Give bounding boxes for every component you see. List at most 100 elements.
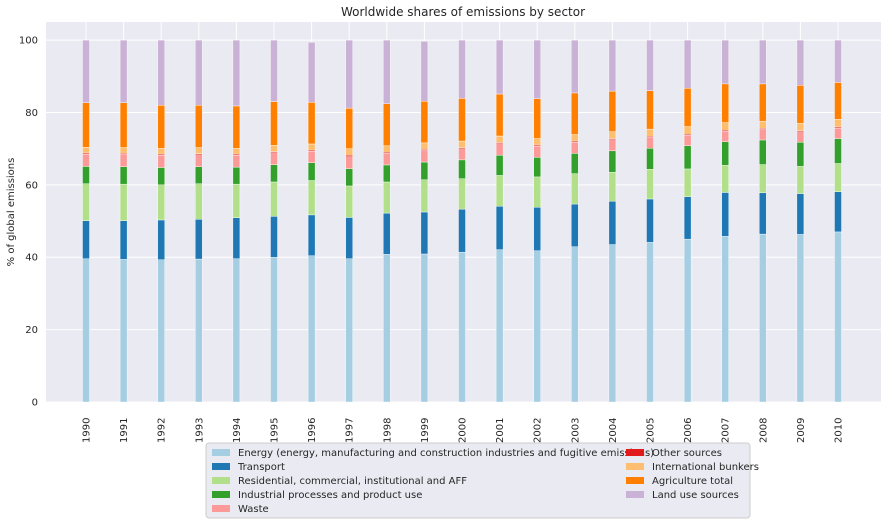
bar-segment bbox=[495, 154, 504, 176]
bar-segment bbox=[834, 191, 842, 233]
bar-segment bbox=[683, 238, 692, 403]
bar-segment bbox=[157, 148, 165, 155]
x-tick-label: 1999 bbox=[420, 418, 431, 443]
bar-segment bbox=[420, 101, 429, 144]
bar-segment bbox=[119, 154, 128, 167]
bar-segment bbox=[646, 39, 654, 91]
y-tick-label: 20 bbox=[25, 325, 38, 336]
legend-swatch bbox=[212, 477, 230, 484]
bar-segment bbox=[157, 167, 165, 186]
bar-segment bbox=[270, 181, 278, 217]
bar-segment bbox=[834, 119, 842, 128]
bar-segment bbox=[646, 148, 654, 170]
legend-label: Land use sources bbox=[652, 490, 739, 501]
bar-segment bbox=[683, 126, 692, 135]
bar-segment bbox=[157, 154, 165, 168]
x-tick-label: 2004 bbox=[608, 418, 619, 443]
bar-segment bbox=[495, 135, 504, 143]
bar-segment bbox=[232, 166, 241, 185]
bar-segment bbox=[533, 138, 541, 146]
bar-segment bbox=[759, 39, 767, 85]
bar-segment bbox=[420, 142, 429, 150]
bar-segment bbox=[458, 39, 466, 99]
bar-segment bbox=[345, 107, 353, 149]
bar-segment bbox=[721, 236, 729, 403]
bar-segment bbox=[721, 122, 729, 131]
bar-segment bbox=[270, 152, 278, 165]
bar-segment bbox=[157, 219, 165, 260]
legend-label: Agriculture total bbox=[652, 476, 733, 487]
bar-segment bbox=[608, 131, 617, 139]
bar-segment bbox=[383, 103, 391, 146]
bar-segment bbox=[796, 39, 805, 86]
bar-segment bbox=[533, 250, 541, 403]
bar-segment bbox=[721, 165, 729, 193]
bar-segment bbox=[119, 183, 128, 221]
legend-swatch bbox=[212, 491, 230, 498]
bar-segment bbox=[420, 161, 429, 180]
legend-label: Energy (energy, manufacturing and constr… bbox=[238, 448, 654, 459]
bar-segment bbox=[458, 178, 466, 210]
bar-segment bbox=[195, 166, 203, 184]
bar-segment bbox=[307, 143, 316, 151]
bar-segment bbox=[646, 198, 654, 243]
bar-segment bbox=[307, 255, 316, 403]
bar-segment bbox=[533, 207, 541, 251]
bar-segment bbox=[721, 131, 729, 142]
legend-swatch bbox=[212, 505, 230, 512]
bar-segment bbox=[232, 217, 241, 259]
bar-segment bbox=[608, 90, 617, 132]
x-tick-label: 1994 bbox=[232, 418, 243, 443]
bar-segment bbox=[119, 259, 128, 403]
bar-segment bbox=[796, 131, 805, 143]
legend-label: Waste bbox=[238, 504, 269, 515]
x-tick-label: 1992 bbox=[157, 418, 168, 443]
bar-segment bbox=[82, 166, 90, 184]
bar-segment bbox=[420, 179, 429, 213]
bar-segment bbox=[82, 183, 90, 221]
bar-segment bbox=[834, 163, 842, 192]
legend-swatch bbox=[626, 449, 644, 456]
bar-segment bbox=[796, 193, 805, 235]
bar-segment bbox=[195, 154, 203, 167]
bar-segment bbox=[721, 192, 729, 237]
bar-segment bbox=[796, 234, 805, 403]
y-tick-label: 0 bbox=[32, 398, 38, 409]
bar-segment bbox=[420, 40, 429, 102]
x-tick-label: 2002 bbox=[533, 418, 544, 443]
bar-segment bbox=[232, 258, 241, 403]
bar-segment bbox=[834, 39, 842, 83]
bar-segment bbox=[157, 184, 165, 221]
y-axis-label: % of global emissions bbox=[6, 158, 17, 267]
bar-segment bbox=[232, 154, 241, 168]
bar-segment bbox=[82, 147, 90, 154]
bar-segment bbox=[608, 200, 617, 245]
bar-segment bbox=[383, 164, 391, 183]
bar-segment bbox=[345, 217, 353, 259]
x-tick-label: 2007 bbox=[721, 418, 732, 443]
bar-segment bbox=[759, 120, 767, 129]
x-tick-label: 1998 bbox=[382, 418, 393, 443]
x-tick-label: 2001 bbox=[495, 417, 506, 442]
bar-segment bbox=[119, 147, 128, 154]
x-tick-label: 1990 bbox=[82, 418, 93, 443]
bar-segment bbox=[834, 127, 842, 139]
bar-segment bbox=[82, 258, 90, 403]
bar-segment bbox=[796, 85, 805, 124]
bar-segment bbox=[571, 141, 579, 154]
bar-segment bbox=[119, 39, 128, 103]
bar-segment bbox=[383, 254, 391, 403]
bar-segment bbox=[345, 148, 353, 156]
bar-segment bbox=[571, 173, 579, 205]
x-tick-label: 1997 bbox=[345, 418, 356, 443]
bar-segment bbox=[420, 211, 429, 255]
bar-segment bbox=[571, 203, 579, 247]
bar-segment bbox=[270, 257, 278, 403]
bar-segment bbox=[345, 258, 353, 403]
x-tick-label: 2008 bbox=[758, 418, 769, 443]
bar-segment bbox=[533, 98, 541, 139]
bar-segment bbox=[495, 206, 504, 250]
legend-swatch bbox=[212, 449, 230, 456]
bar-segment bbox=[345, 154, 353, 157]
